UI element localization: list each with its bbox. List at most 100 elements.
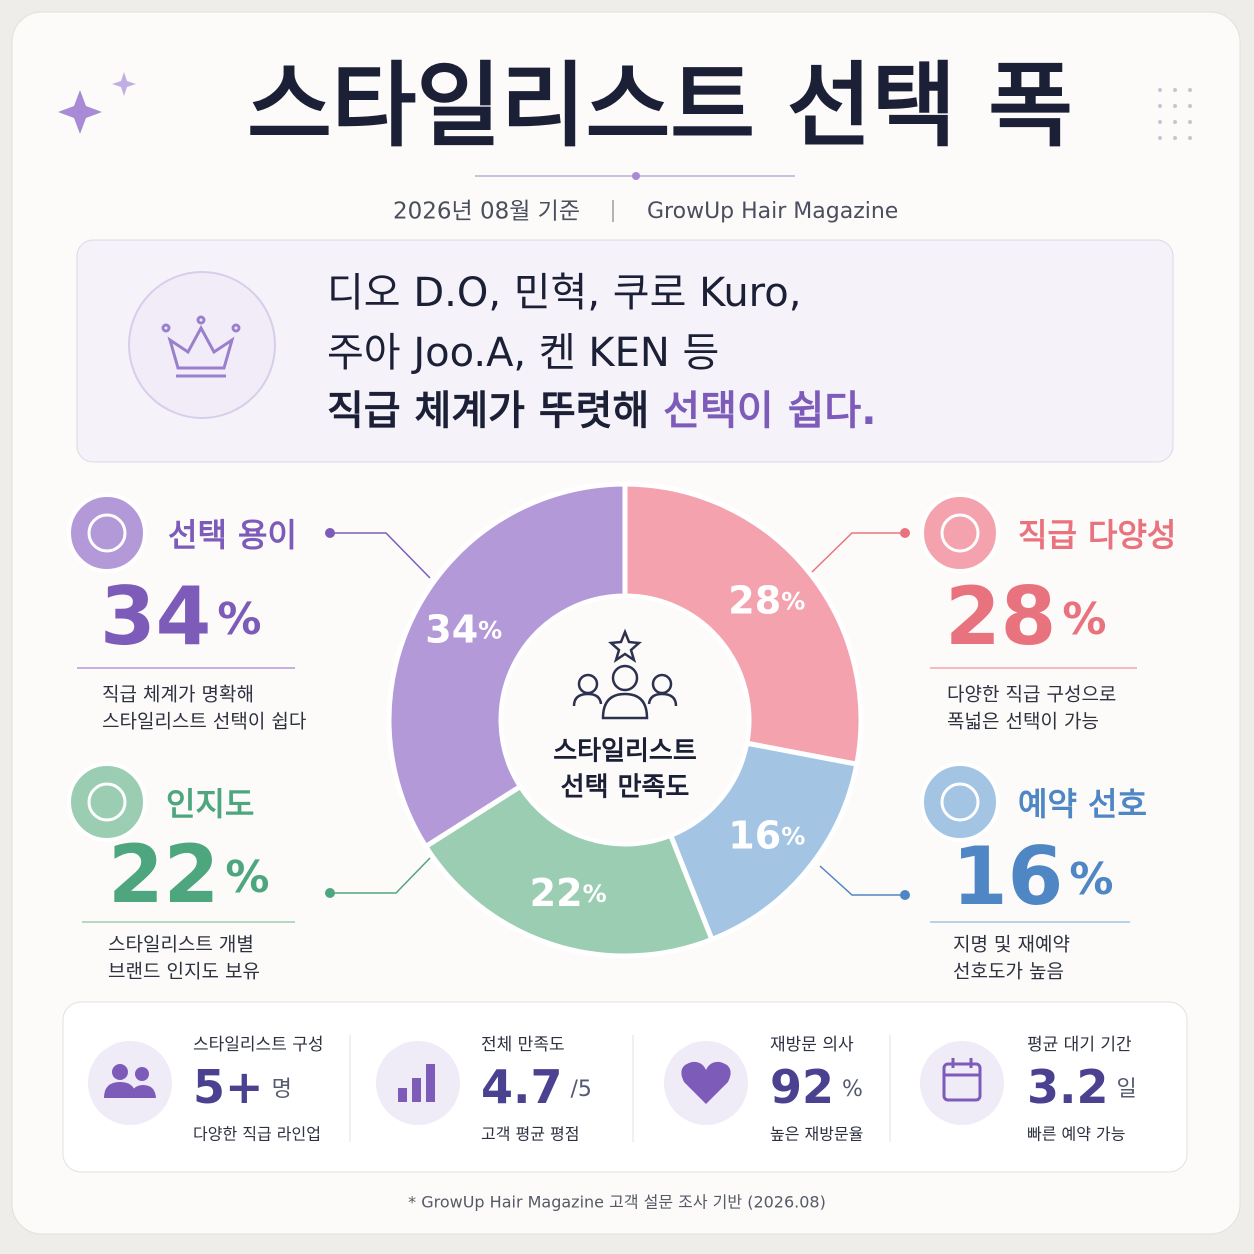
- center-label: 스타일리스트: [553, 737, 697, 767]
- donut-segment: [386, 481, 628, 850]
- connector: [811, 532, 905, 573]
- segment-label: 28%: [728, 578, 805, 622]
- crown-icon: [161, 315, 241, 378]
- sparkle: [112, 72, 136, 96]
- category-icon: [940, 513, 980, 553]
- connector-dot: [900, 890, 910, 900]
- category-description: 선호도가 높음: [953, 961, 1064, 983]
- center-label: 선택 만족도: [561, 773, 690, 803]
- category-icon: [940, 782, 980, 822]
- category-label: 예약 선호: [1018, 785, 1147, 823]
- summary-text: 직급 체계가 뚜렷해: [327, 388, 649, 434]
- category-unit: %: [1069, 854, 1113, 905]
- category-icon-ring: [920, 762, 1000, 842]
- connector-dot: [325, 888, 335, 898]
- category-label: 선택 용이: [168, 516, 297, 554]
- category-description: 스타일리스트 개별: [108, 934, 254, 956]
- stat-note: 빠른 예약 가능: [1027, 1125, 1126, 1144]
- category-number: 16: [952, 830, 1063, 923]
- summary-highlight: 선택이 쉽다.: [663, 388, 876, 434]
- category-description: 직급 체계가 명확해: [102, 684, 254, 706]
- dot-grid: [1158, 88, 1192, 140]
- segment-value: 28: [728, 578, 781, 622]
- category-number: 22: [108, 828, 219, 921]
- icon-body: [647, 692, 678, 707]
- category-icon-ring: [67, 493, 147, 573]
- donut-segment: [422, 782, 716, 959]
- stat-number: 92: [770, 1060, 834, 1114]
- stat-label: 전체 만족도: [481, 1035, 565, 1055]
- stat-number: 5+: [193, 1060, 264, 1114]
- stats-panel: [62, 1001, 1188, 1173]
- category-description: 폭넓은 선택이 가능: [947, 711, 1099, 733]
- footnote: * GrowUp Hair Magazine 고객 설문 조사 기반 (2026…: [408, 1193, 826, 1212]
- icon-star: [608, 628, 642, 663]
- category-icon: [87, 782, 127, 822]
- category-unit: %: [225, 852, 269, 903]
- stat-unit: %: [842, 1077, 863, 1102]
- summary-line: 주아 Joo.A, 켄 KEN 등: [327, 330, 719, 376]
- stat-unit: /5: [571, 1077, 592, 1102]
- stat-value: 92%: [770, 1060, 863, 1114]
- stat-unit: 명: [272, 1077, 292, 1102]
- category-unit: %: [1062, 594, 1106, 645]
- segment-value: 34: [425, 607, 478, 651]
- stat-icons: [88, 1041, 1004, 1125]
- category-value: 34%: [100, 570, 261, 663]
- segment-label: 16%: [728, 813, 805, 857]
- category-description: 스타일리스트 선택이 쉽다: [102, 711, 306, 733]
- crown-badge: [128, 271, 276, 419]
- title: 스타일리스트 선택 폭: [247, 52, 1073, 159]
- connector: [819, 865, 905, 896]
- stat-number: 4.7: [481, 1060, 563, 1114]
- category-value: 16%: [952, 830, 1113, 923]
- segment-label: 22%: [530, 870, 607, 914]
- category-label: 직급 다양성: [1018, 516, 1176, 554]
- segment-value: 22: [530, 870, 583, 914]
- stat-label: 스타일리스트 구성: [193, 1035, 324, 1055]
- segment-value: 16: [728, 813, 781, 857]
- category-value: 28%: [945, 570, 1106, 663]
- stat-note: 다양한 직급 라인업: [193, 1125, 321, 1144]
- category-description: 지명 및 재예약: [953, 934, 1070, 956]
- segment-unit: %: [781, 588, 805, 616]
- summary-box: [76, 239, 1174, 463]
- stat-label: 재방문 의사: [770, 1035, 854, 1055]
- category-icon: [87, 513, 127, 553]
- summary-line: 직급 체계가 뚜렷해 선택이 쉽다.: [327, 388, 876, 434]
- center-icon: [572, 628, 678, 720]
- connector: [330, 857, 431, 894]
- category-value: 22%: [108, 828, 269, 921]
- date: 2026년 08월 기준: [393, 199, 580, 225]
- segment-unit: %: [781, 822, 805, 850]
- donut-segment: [667, 740, 860, 943]
- segment-unit: %: [583, 880, 607, 908]
- stat-value: 3.2 일: [1027, 1060, 1137, 1114]
- category-description: 브랜드 인지도 보유: [108, 961, 260, 983]
- icon-body: [601, 692, 649, 720]
- stat-value: 5+ 명: [193, 1060, 292, 1114]
- divider-dot: [632, 172, 640, 180]
- donut-segment: [622, 481, 864, 768]
- icon-body: [572, 692, 603, 707]
- category-unit: %: [217, 594, 261, 645]
- connector-dot: [900, 528, 910, 538]
- connector-dot: [325, 528, 335, 538]
- category-description: 다양한 직급 구성으로: [947, 684, 1116, 706]
- stat-unit: 일: [1117, 1077, 1137, 1102]
- icon-head: [611, 664, 639, 692]
- stat-label: 평균 대기 기간: [1027, 1035, 1132, 1055]
- stat-number: 3.2: [1027, 1060, 1109, 1114]
- source: GrowUp Hair Magazine: [647, 199, 898, 224]
- category-number: 34: [100, 570, 211, 663]
- sparkle: [58, 90, 102, 134]
- donut-center: [503, 598, 747, 842]
- category-label: 인지도: [166, 785, 254, 823]
- summary-line: 디오 D.O, 민혁, 쿠로 Kuro,: [327, 270, 801, 316]
- segment-unit: %: [478, 616, 502, 644]
- stats-dividers: [349, 1035, 891, 1142]
- segment-label: 34%: [425, 607, 502, 651]
- stat-note: 높은 재방문율: [770, 1125, 863, 1144]
